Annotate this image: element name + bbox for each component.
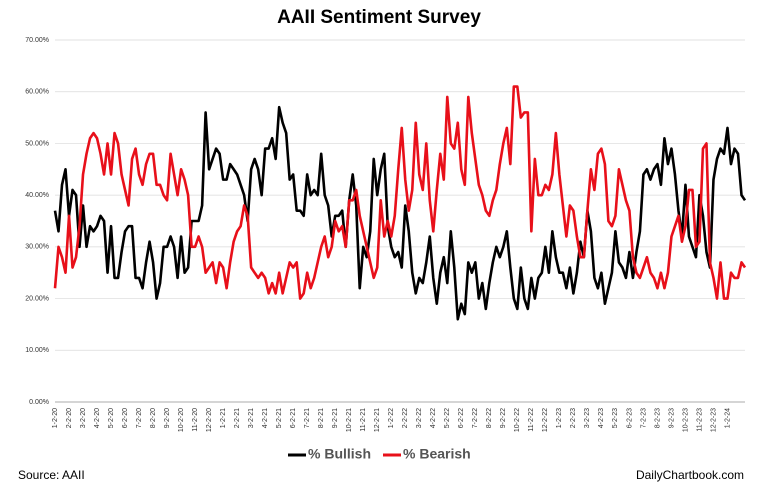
y-tick-label: 10.00% xyxy=(25,347,49,354)
x-tick-label: 9-2-21 xyxy=(332,408,339,428)
x-tick-label: 2-2-20 xyxy=(66,408,73,428)
y-tick-label: 60.00% xyxy=(25,89,49,96)
x-tick-label: 3-2-23 xyxy=(584,408,591,428)
x-tick-label: 8-2-21 xyxy=(318,408,325,428)
x-tick-label: 2-2-21 xyxy=(234,408,241,428)
x-tick-label: 5-2-21 xyxy=(276,408,283,428)
x-tick-label: 1-2-21 xyxy=(220,408,227,428)
x-tick-label: 10-2-23 xyxy=(682,408,689,432)
x-tick-label: 11-2-23 xyxy=(696,408,703,432)
x-tick-label: 5-2-20 xyxy=(108,408,115,428)
source: Source: AAII xyxy=(18,468,85,482)
x-tick-label: 6-2-23 xyxy=(626,408,633,428)
credit: DailyChartbook.com xyxy=(636,468,744,482)
x-tick-label: 7-2-22 xyxy=(472,408,479,428)
x-tick-label: 5-2-22 xyxy=(444,408,451,428)
x-tick-label: 8-2-22 xyxy=(486,408,493,428)
chart-title: AAII Sentiment Survey xyxy=(277,7,481,28)
x-tick-label: 5-2-23 xyxy=(612,408,619,428)
x-tick-label: 9-2-22 xyxy=(500,408,507,428)
x-tick-label: 3-2-22 xyxy=(416,408,423,428)
x-tick-label: 12-2-23 xyxy=(710,408,717,432)
x-tick-label: 11-2-22 xyxy=(528,408,535,432)
x-tick-label: 12-2-21 xyxy=(374,408,381,432)
x-tick-label: 10-2-20 xyxy=(178,408,185,432)
series-line xyxy=(53,85,747,300)
x-tick-label: 2-2-22 xyxy=(402,408,409,428)
series-line xyxy=(53,105,747,321)
x-tick-label: 7-2-20 xyxy=(136,408,143,428)
x-tick-label: 9-2-23 xyxy=(668,408,675,428)
x-tick-label: 8-2-23 xyxy=(654,408,661,428)
y-tick-label: 20.00% xyxy=(25,295,49,302)
x-tick-label: 6-2-21 xyxy=(290,408,297,428)
x-tick-label: 3-2-20 xyxy=(80,408,87,428)
x-tick-label: 6-2-20 xyxy=(122,408,129,428)
legend-label: % Bullish xyxy=(308,446,371,462)
y-tick-label: 30.00% xyxy=(25,244,49,251)
x-tick-label: 10-2-21 xyxy=(346,408,353,432)
x-tick-label: 1-2-22 xyxy=(388,408,395,428)
x-tick-label: 2-2-23 xyxy=(570,408,577,428)
x-tick-label: 11-2-21 xyxy=(360,408,367,432)
x-tick-label: 12-2-22 xyxy=(542,408,549,432)
x-tick-label: 12-2-20 xyxy=(206,408,213,432)
x-tick-label: 1-2-23 xyxy=(556,408,563,428)
x-tick-label: 4-2-22 xyxy=(430,408,437,428)
x-tick-label: 4-2-20 xyxy=(94,408,101,428)
x-tick-label: 3-2-21 xyxy=(248,408,255,428)
x-tick-label: 7-2-23 xyxy=(640,408,647,428)
legend-label: % Bearish xyxy=(403,446,471,462)
x-tick-label: 1-2-24 xyxy=(724,408,731,428)
y-tick-label: 50.00% xyxy=(25,140,49,147)
x-tick-label: 9-2-20 xyxy=(164,408,171,428)
x-tick-label: 1-2-20 xyxy=(52,408,59,428)
y-tick-label: 0.00% xyxy=(29,399,49,406)
x-tick-label: 6-2-22 xyxy=(458,408,465,428)
y-tick-label: 70.00% xyxy=(25,37,49,44)
x-tick-label: 4-2-21 xyxy=(262,408,269,428)
x-tick-label: 4-2-23 xyxy=(598,408,605,428)
x-tick-label: 10-2-22 xyxy=(514,408,521,432)
x-tick-label: 8-2-20 xyxy=(150,408,157,428)
y-tick-label: 40.00% xyxy=(25,192,49,199)
x-tick-label: 11-2-20 xyxy=(192,408,199,432)
x-tick-label: 7-2-21 xyxy=(304,408,311,428)
